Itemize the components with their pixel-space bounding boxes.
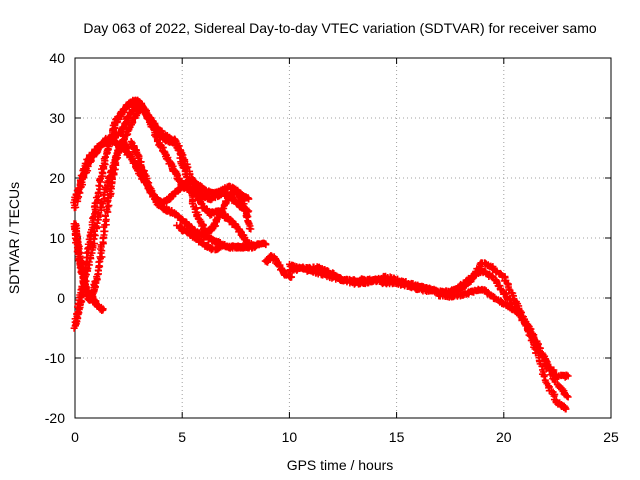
data-point [564, 393, 572, 401]
data-point [105, 202, 113, 210]
x-tick-label: 20 [496, 429, 512, 445]
data-point [101, 212, 109, 220]
data-points [70, 96, 572, 413]
y-tick-label: 0 [57, 290, 65, 306]
data-point [245, 195, 253, 203]
data-point [101, 153, 109, 161]
data-point [98, 253, 106, 261]
data-point [564, 372, 572, 380]
series-track-6 [71, 137, 133, 304]
x-axis: 0 5 10 15 20 25 [71, 58, 619, 445]
data-point [243, 213, 251, 221]
data-point [101, 227, 109, 235]
series-track-8 [170, 135, 255, 236]
y-tick-label: 20 [49, 170, 65, 186]
series-track-4 [70, 96, 178, 332]
data-point [179, 163, 187, 171]
series-track-13 [435, 285, 570, 413]
data-point [244, 194, 252, 202]
data-point [134, 154, 142, 162]
data-point [562, 405, 570, 413]
data-point [247, 225, 255, 233]
y-tick-label: -10 [45, 350, 65, 366]
series-track-12 [285, 259, 572, 381]
y-tick-label: 40 [49, 50, 65, 66]
x-tick-label: 10 [282, 429, 298, 445]
data-point [83, 249, 91, 257]
x-tick-label: 0 [71, 429, 79, 445]
data-point [217, 243, 225, 251]
data-point [241, 207, 249, 215]
y-tick-label: -20 [45, 410, 65, 426]
data-point [102, 216, 110, 224]
grid [75, 58, 611, 418]
series-track-9 [173, 221, 225, 254]
y-tick-label: 30 [49, 110, 65, 126]
data-point [262, 240, 270, 248]
x-tick-label: 15 [389, 429, 405, 445]
series-track-10 [261, 252, 296, 281]
data-point [505, 285, 513, 293]
y-tick-label: 10 [49, 230, 65, 246]
chart-title: Day 063 of 2022, Sidereal Day-to-day VTE… [83, 20, 596, 36]
x-axis-label: GPS time / hours [287, 457, 394, 473]
data-point [540, 373, 548, 381]
x-tick-label: 25 [603, 429, 619, 445]
x-tick-label: 5 [178, 429, 186, 445]
data-point [99, 306, 107, 314]
y-axis-label: SDTVAR / TECUs [6, 182, 22, 294]
y-axis: -20 -10 0 10 20 30 40 [45, 50, 611, 426]
